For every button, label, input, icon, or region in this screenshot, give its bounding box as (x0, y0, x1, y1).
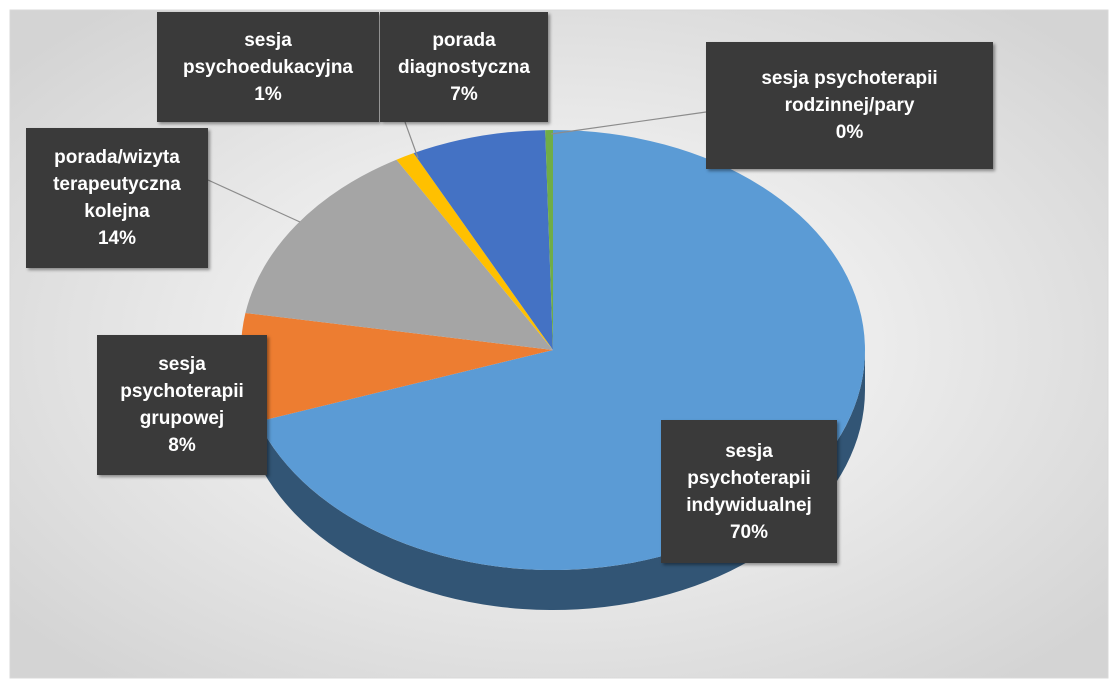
pie-slice (545, 130, 553, 350)
data-label: porada diagnostyczna 7% (380, 12, 548, 122)
data-label: sesja psychoterapii indywidualnej 70% (661, 420, 837, 563)
pie-slice (396, 153, 553, 350)
pie-slice (241, 313, 553, 422)
label-value: 14% (97, 228, 137, 249)
leader-line (404, 121, 419, 159)
leader-lines (207, 111, 707, 223)
label-value: 7% (450, 83, 478, 105)
label-name: sesja psychoedukacyjna (182, 29, 354, 78)
pie-slice (413, 130, 553, 350)
label-name: porada/wizyta terapeutyczna kolejna (53, 147, 181, 222)
leader-line (207, 179, 301, 223)
label-name: sesja psychoterapii indywidualnej (686, 440, 812, 516)
label-name: sesja psychoterapii grupowej (120, 354, 244, 429)
pie-slice (245, 159, 553, 350)
label-value: 1% (254, 83, 282, 105)
label-name: sesja psychoterapii rodzinnej/pary (761, 68, 938, 116)
data-label: sesja psychoterapii grupowej 8% (97, 335, 267, 475)
label-value: 70% (729, 521, 769, 543)
data-label: sesja psychoterapii rodzinnej/pary 0% (706, 42, 993, 169)
label-name: porada diagnostyczna (398, 29, 530, 78)
label-value: 8% (168, 435, 196, 456)
data-label: porada/wizyta terapeutyczna kolejna 14% (26, 128, 208, 268)
label-value: 0% (835, 122, 864, 143)
leader-line (550, 111, 707, 135)
data-label: sesja psychoedukacyjna 1% (157, 12, 379, 122)
